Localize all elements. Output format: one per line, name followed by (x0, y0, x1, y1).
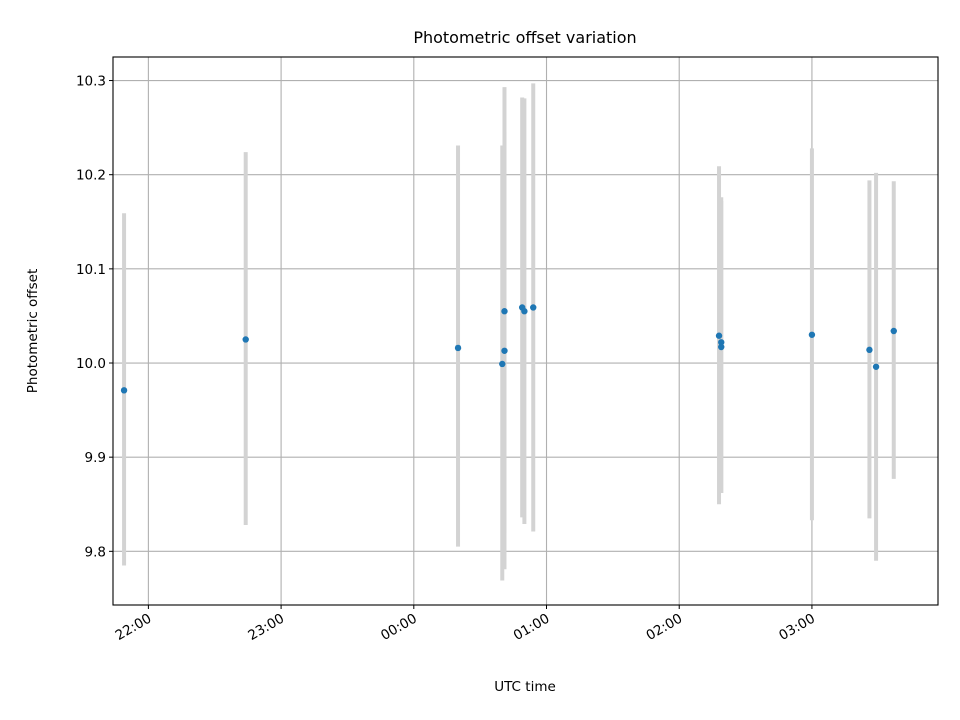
x-tick-label: 22:00 (113, 611, 155, 644)
data-points (120, 304, 897, 394)
data-point (501, 308, 508, 315)
x-tick-label: 00:00 (378, 611, 420, 644)
error-bars (122, 83, 896, 581)
data-point (866, 346, 873, 354)
y-tick-label: 9.8 (85, 544, 106, 560)
x-tick-label: 01:00 (511, 611, 553, 644)
data-point (521, 308, 528, 315)
y-tick-label: 10.3 (76, 74, 106, 90)
data-point (718, 343, 725, 351)
y-tick-label: 10.1 (76, 262, 106, 278)
data-point (454, 344, 462, 352)
data-point (530, 304, 537, 311)
data-point (715, 332, 723, 339)
data-point (808, 331, 816, 338)
y-tick-label: 10.2 (76, 168, 106, 184)
data-point (499, 360, 506, 368)
data-point (718, 339, 725, 346)
plot-frame (112, 56, 939, 606)
data-point (120, 387, 128, 394)
axis-ticks: 9.8 9.9 10.0 10.1 10.2 10.3 22:00 23:00 00:00 01:… (76, 74, 818, 644)
data-point (890, 327, 897, 335)
x-tick-label: 03:00 (776, 611, 818, 644)
y-tick-label: 9.9 (85, 450, 106, 466)
data-point (242, 336, 249, 343)
data-point (501, 347, 508, 354)
data-point (872, 363, 880, 370)
x-axis-label: UTC time (494, 679, 556, 695)
y-tick-label: 10.0 (76, 356, 106, 372)
y-axis-label: Photometric offset (25, 269, 41, 393)
x-tick-label: 02:00 (644, 611, 686, 644)
x-tick-label: 23:00 (245, 611, 287, 644)
chart-title: Photometric offset variation (413, 28, 636, 47)
